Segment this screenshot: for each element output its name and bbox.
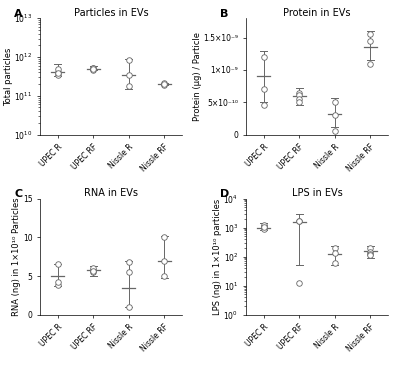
Text: B: B	[220, 9, 229, 19]
Text: C: C	[14, 189, 22, 199]
Y-axis label: Total particles: Total particles	[4, 47, 13, 106]
Y-axis label: RNA (ng) in 1×10¹⁰ Particles: RNA (ng) in 1×10¹⁰ Particles	[12, 197, 21, 316]
Title: LPS in EVs: LPS in EVs	[292, 188, 342, 198]
Text: D: D	[220, 189, 230, 199]
Text: A: A	[14, 9, 23, 19]
Title: Particles in EVs: Particles in EVs	[74, 8, 148, 18]
Title: RNA in EVs: RNA in EVs	[84, 188, 138, 198]
Y-axis label: Protein (µg) / Particle: Protein (µg) / Particle	[193, 32, 202, 121]
Title: Protein in EVs: Protein in EVs	[283, 8, 351, 18]
Y-axis label: LPS (ng) in 1×10¹⁰ particles: LPS (ng) in 1×10¹⁰ particles	[213, 198, 222, 315]
